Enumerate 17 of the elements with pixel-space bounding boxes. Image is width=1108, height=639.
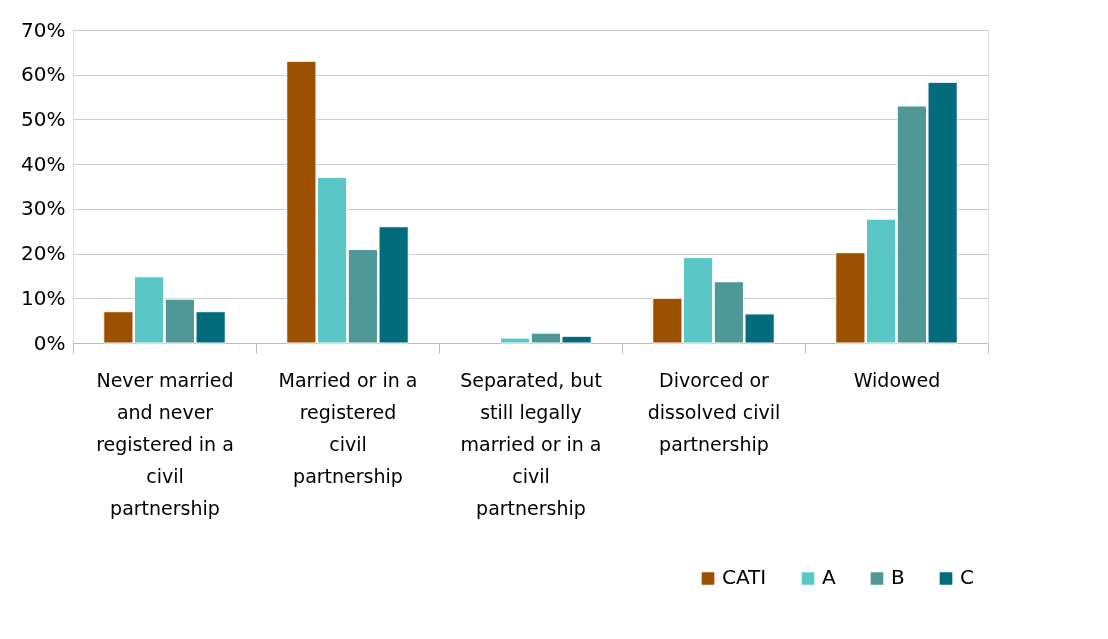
y-tick-label: 0% [33, 330, 66, 355]
legend-label: C [960, 565, 974, 590]
y-tick-label: 50% [21, 106, 66, 131]
y-tick-label: 20% [21, 241, 66, 266]
x-tick-label: Separated, but still legally married or in a civil partnership [460, 368, 602, 519]
x-tick-label: Divorced or dissolved civil partnership [647, 368, 781, 455]
y-tick-label: 40% [21, 151, 66, 176]
y-tick-label: 10% [21, 285, 66, 310]
x-tick-label: Married or in a registered civil partnership [278, 368, 418, 487]
x-tick-label: Never married and never registered in a civil partnership [96, 368, 234, 519]
y-tick-label: 70% [21, 17, 66, 42]
legend-label: CATI [722, 565, 767, 590]
y-tick-label: 30% [21, 196, 66, 221]
x-tick-label: Widowed [853, 368, 941, 391]
y-tick-label: 60% [21, 62, 66, 87]
legend-label: A [822, 565, 836, 590]
legend-label: B [891, 565, 905, 590]
